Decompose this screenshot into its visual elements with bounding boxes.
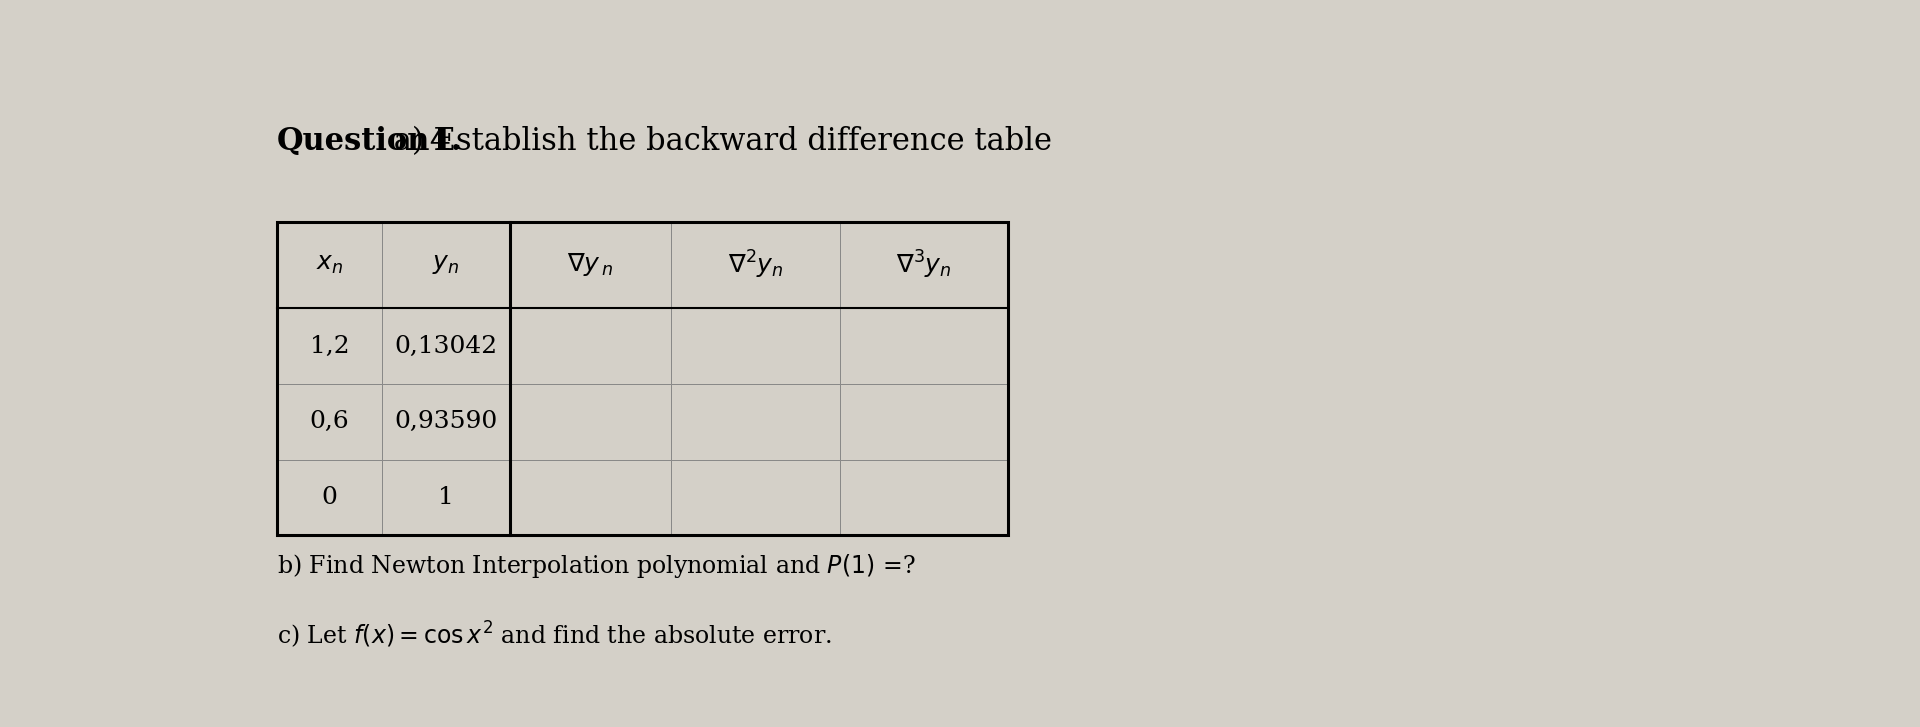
Text: 0,93590: 0,93590 bbox=[394, 410, 497, 433]
Bar bbox=[382, 308, 511, 384]
Bar bbox=[382, 384, 511, 459]
Text: 1,2: 1,2 bbox=[309, 334, 349, 358]
Bar bbox=[276, 308, 382, 384]
Text: $\nabla^2 y_n$: $\nabla^2 y_n$ bbox=[728, 249, 783, 281]
Text: 0: 0 bbox=[321, 486, 338, 509]
Text: $y_n$: $y_n$ bbox=[432, 254, 459, 276]
Text: 0,6: 0,6 bbox=[309, 410, 349, 433]
Text: Question4.: Question4. bbox=[276, 126, 463, 158]
Text: 0,13042: 0,13042 bbox=[394, 334, 497, 358]
Text: $\nabla y_{\,n}$: $\nabla y_{\,n}$ bbox=[568, 252, 614, 278]
Text: $x_n$: $x_n$ bbox=[315, 254, 344, 276]
Text: 1: 1 bbox=[438, 486, 453, 509]
Text: c) Let $f(x) = \cos x^2$ and find the absolute error.: c) Let $f(x) = \cos x^2$ and find the ab… bbox=[276, 619, 831, 650]
Text: a) Establish the backward difference table: a) Establish the backward difference tab… bbox=[384, 126, 1052, 158]
Bar bbox=[276, 459, 382, 535]
Bar bbox=[382, 459, 511, 535]
Text: $\nabla^3 y_n$: $\nabla^3 y_n$ bbox=[897, 249, 952, 281]
Bar bbox=[276, 384, 382, 459]
Bar bbox=[276, 222, 382, 308]
Bar bbox=[382, 222, 511, 308]
Text: b) Find Newton Interpolation polynomial and $P(1)$ =?: b) Find Newton Interpolation polynomial … bbox=[276, 552, 916, 580]
